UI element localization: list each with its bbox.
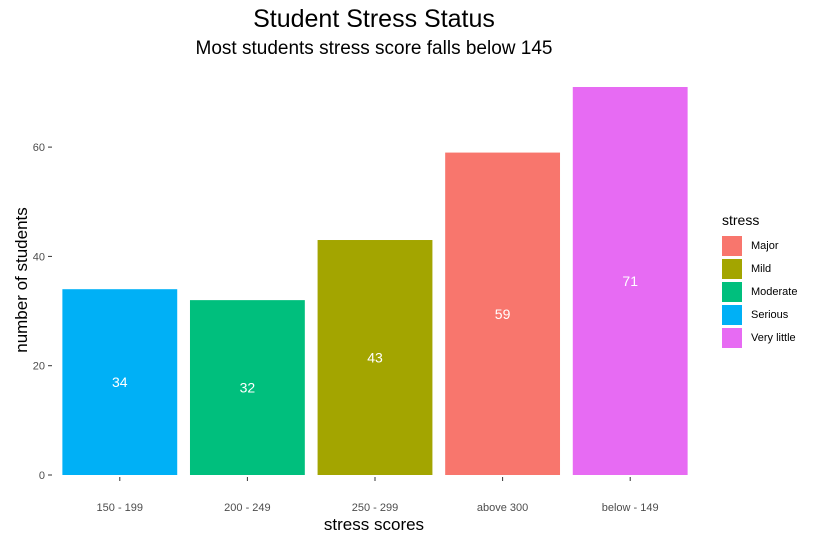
legend-label: Major (751, 239, 779, 252)
y-tick-label: 0 (39, 470, 45, 482)
x-tick-label: 200 - 249 (224, 502, 270, 514)
legend-title: stress (722, 212, 760, 228)
legend-item: Moderate (722, 280, 797, 303)
y-tick-label: 20 (33, 361, 45, 373)
legend-item: Major (722, 234, 797, 257)
bar (445, 152, 561, 476)
x-tick-label: 250 - 299 (352, 502, 398, 514)
legend-label: Mild (751, 262, 772, 275)
legend-swatch (722, 281, 742, 302)
data-label: 71 (622, 273, 638, 289)
y-tick-label: 40 (33, 251, 45, 263)
legend-label: Moderate (751, 285, 798, 298)
y-tick-label: 60 (33, 142, 45, 154)
legend-item: Very little (722, 326, 797, 349)
data-label: 32 (240, 380, 256, 396)
x-tick-label: 150 - 199 (97, 502, 143, 514)
legend-swatch (722, 327, 742, 348)
bar (62, 289, 178, 475)
data-label: 34 (112, 374, 128, 390)
legend-label: Serious (751, 308, 789, 321)
x-tick-label: below - 149 (602, 502, 659, 514)
x-axis-label: stress scores (323, 515, 425, 534)
legend-swatch (722, 304, 742, 325)
legend-swatch (722, 258, 742, 279)
chart-subtitle: Most students stress score falls below 1… (195, 38, 553, 59)
legend-item: Serious (722, 303, 797, 326)
data-label: 43 (367, 350, 383, 366)
bar (317, 240, 433, 475)
data-label: 59 (495, 306, 511, 322)
legend-item: Mild (722, 257, 797, 280)
legend-label: Very little (751, 331, 796, 344)
x-tick-label: above 300 (477, 502, 528, 514)
bar (572, 87, 688, 475)
legend-swatch (722, 235, 742, 256)
bar (189, 300, 305, 475)
legend: stress Major Mild Moderate Serious Very litt… (722, 212, 797, 349)
chart-title: Student Stress Status (253, 5, 495, 33)
